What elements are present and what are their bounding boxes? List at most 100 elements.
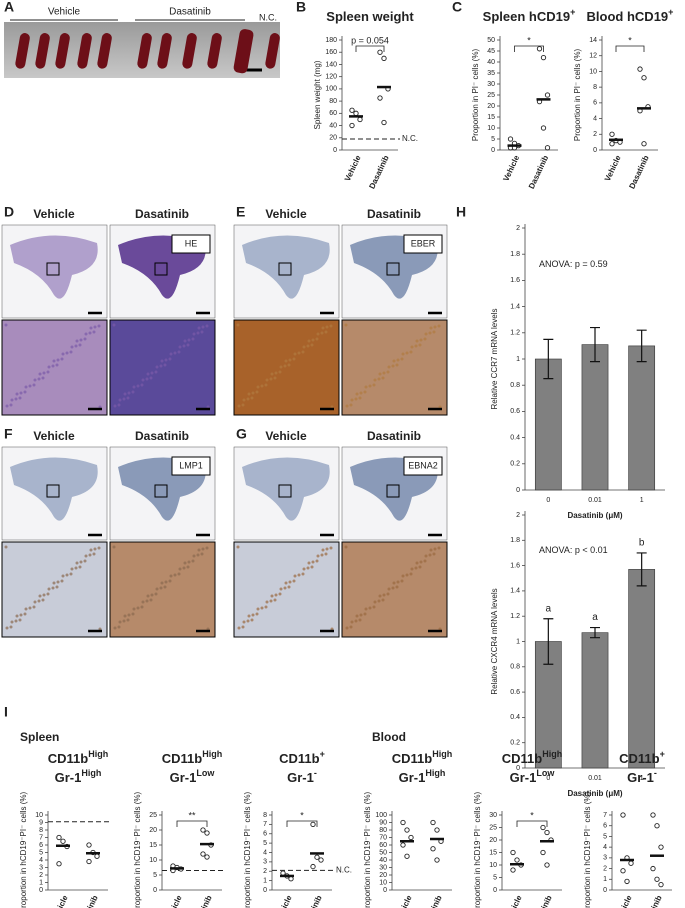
- cell: [401, 352, 405, 356]
- y-tick-label: 1: [516, 638, 520, 645]
- y-tick-label: 60: [329, 110, 337, 117]
- data-point: [654, 876, 660, 882]
- cell: [236, 545, 240, 549]
- title-text: Gr-1: [55, 770, 82, 785]
- column-label: Vehicle: [265, 207, 307, 221]
- data-point: [514, 857, 520, 863]
- cell: [415, 561, 419, 565]
- column-label: Dasatinib: [367, 207, 421, 221]
- cell: [350, 398, 354, 402]
- cell: [28, 384, 32, 388]
- spleen: [265, 33, 280, 69]
- cell: [196, 553, 200, 557]
- cell: [320, 331, 324, 335]
- x-tick-label: 1: [640, 775, 644, 782]
- cell: [359, 391, 363, 395]
- cell: [65, 573, 69, 577]
- chart-title: Spleen hCD19+: [483, 7, 576, 24]
- y-tick-label: 20: [489, 837, 497, 844]
- y-tick-label: 5: [603, 833, 607, 840]
- cell: [169, 574, 173, 578]
- title-superscript: High: [202, 749, 222, 759]
- cell: [401, 574, 405, 578]
- x-axis-label: Dasatinib (μM): [567, 511, 622, 520]
- y-tick-label: 140: [325, 61, 337, 68]
- cell: [70, 345, 74, 349]
- y-tick-label: 45: [487, 48, 495, 55]
- stain-label: EBER: [411, 238, 436, 248]
- y-tick-label: 8: [39, 827, 43, 834]
- data-point: [349, 107, 355, 113]
- error-bar: [590, 326, 600, 363]
- cell: [269, 599, 273, 603]
- cell: [311, 560, 315, 564]
- y-tick-label: 40: [487, 59, 495, 66]
- cell: [288, 580, 292, 584]
- cell: [410, 567, 414, 571]
- cell: [92, 552, 96, 556]
- cell: [127, 613, 131, 617]
- cell: [112, 545, 116, 549]
- section-label: Spleen: [20, 730, 59, 744]
- cell: [237, 626, 241, 630]
- cell: [131, 612, 135, 616]
- cell: [409, 350, 413, 354]
- y-tick-label: 0.6: [510, 689, 520, 696]
- cell: [173, 351, 177, 355]
- y-tick-label: 0: [383, 887, 387, 894]
- cell: [264, 605, 268, 609]
- cell: [429, 326, 433, 330]
- y-tick-label: 0.4: [510, 714, 520, 721]
- data-point: [86, 858, 92, 865]
- cell: [250, 618, 254, 622]
- title-superscript: Low: [536, 768, 555, 778]
- group-label: N.C.: [259, 12, 277, 22]
- y-tick-label: 0.8: [510, 664, 520, 671]
- cell: [344, 545, 348, 549]
- data-point: [408, 834, 414, 841]
- y-tick-label: 1.2: [510, 330, 520, 337]
- cell: [75, 339, 79, 343]
- cell: [400, 579, 404, 583]
- cell: [74, 566, 78, 570]
- data-point: [353, 110, 359, 116]
- chart-title: CD11bHigh: [162, 749, 222, 766]
- y-tick-label: 1.4: [510, 303, 520, 310]
- y-tick-label: 0: [516, 765, 520, 772]
- y-tick-label: 2: [593, 131, 597, 138]
- cell: [52, 359, 56, 363]
- inset-box: [386, 262, 400, 276]
- chart-title: Blood hCD19+: [587, 7, 674, 24]
- cell: [140, 383, 144, 387]
- cell: [301, 572, 305, 576]
- inset-box: [154, 262, 168, 276]
- title-text: Gr-1: [510, 770, 537, 785]
- stain-label: LMP1: [179, 460, 203, 470]
- y-tick-label: 160: [325, 49, 337, 56]
- y-tick-label: 10: [489, 862, 497, 869]
- data-point: [280, 870, 286, 876]
- cell: [260, 384, 264, 388]
- cell: [93, 547, 97, 551]
- cell: [24, 607, 28, 611]
- cell: [93, 325, 97, 329]
- cell: [256, 607, 260, 611]
- cell: [5, 404, 9, 408]
- cell: [4, 323, 8, 327]
- cell: [154, 592, 158, 596]
- cell: [293, 574, 297, 578]
- y-tick-label: 5: [263, 840, 267, 847]
- data-point: [314, 854, 320, 860]
- y-tick-label: 12: [589, 53, 597, 60]
- cell: [273, 598, 277, 602]
- cell: [160, 359, 164, 363]
- column-label: Vehicle: [33, 429, 75, 443]
- cell: [310, 565, 314, 569]
- cell: [265, 600, 269, 604]
- spleen: [157, 33, 172, 69]
- y-tick-label: 5: [39, 849, 43, 856]
- cell: [241, 625, 245, 629]
- cell: [270, 372, 274, 376]
- cell: [200, 330, 204, 334]
- cell: [46, 592, 50, 596]
